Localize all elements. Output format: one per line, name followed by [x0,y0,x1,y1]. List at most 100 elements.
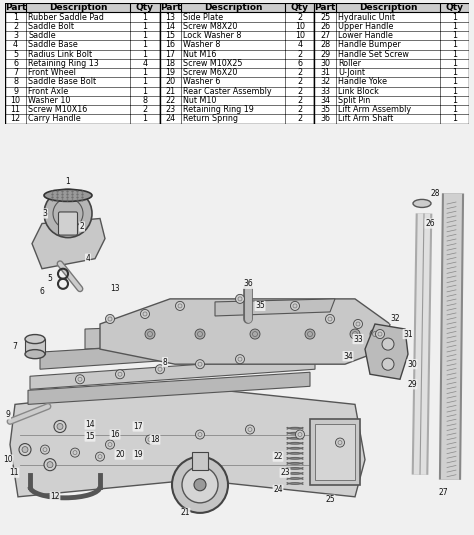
Polygon shape [40,334,335,369]
Text: 1: 1 [142,87,147,96]
Polygon shape [10,386,365,497]
Text: 35: 35 [255,301,265,310]
Text: 1: 1 [142,31,147,40]
Polygon shape [32,218,105,269]
Circle shape [47,462,53,468]
Circle shape [195,329,205,339]
Text: 28: 28 [430,189,440,198]
Text: Roller: Roller [338,59,361,68]
Circle shape [75,374,84,384]
Circle shape [326,315,335,324]
Text: Part: Part [315,3,336,12]
Ellipse shape [44,189,92,201]
Text: 16: 16 [165,40,175,49]
Text: 12: 12 [50,492,60,501]
Text: 29: 29 [320,50,330,59]
Text: 5: 5 [13,50,18,59]
Circle shape [246,425,255,434]
Circle shape [305,329,315,339]
Bar [310,419,360,485]
Text: 33: 33 [353,334,363,343]
Text: Upper Handle: Upper Handle [338,22,393,31]
Text: 22: 22 [165,96,175,105]
Text: 4: 4 [142,59,147,68]
Text: 34: 34 [343,351,353,361]
Circle shape [250,329,260,339]
Polygon shape [30,356,315,389]
Text: 1: 1 [142,68,147,77]
Bar [160,3,314,124]
Text: Handle Yoke: Handle Yoke [338,78,387,87]
Text: 13: 13 [165,13,175,21]
Text: 24: 24 [165,114,175,124]
Text: 32: 32 [390,315,400,324]
Text: 2: 2 [297,68,302,77]
Circle shape [22,447,28,453]
Text: 6: 6 [39,287,45,296]
Text: 1: 1 [142,50,147,59]
Text: Washer 6: Washer 6 [183,78,220,87]
Circle shape [195,360,204,369]
Text: 30: 30 [320,59,330,68]
Text: Hydraulic Unit: Hydraulic Unit [338,13,395,21]
Circle shape [95,452,104,461]
Text: 1: 1 [452,31,457,40]
Text: 24: 24 [273,485,283,494]
Text: 4: 4 [13,40,18,49]
Text: Link Block: Link Block [338,87,379,96]
Text: 7: 7 [13,68,18,77]
Circle shape [71,448,80,457]
Text: 15: 15 [165,31,175,40]
Text: Saddle: Saddle [28,31,56,40]
Text: 15: 15 [85,432,95,441]
Circle shape [146,435,155,444]
Text: 1: 1 [452,105,457,114]
Text: U-Joint: U-Joint [338,68,365,77]
Text: Nut M16: Nut M16 [183,50,217,59]
Text: 1: 1 [142,114,147,124]
Text: Description: Description [49,3,108,12]
Text: Radius Link Bolt: Radius Link Bolt [28,50,92,59]
Text: 17: 17 [165,50,175,59]
Text: 10: 10 [295,31,305,40]
Text: Screw M10X25: Screw M10X25 [183,59,243,68]
Text: Side Plate: Side Plate [183,13,223,21]
Text: Saddle Bolt: Saddle Bolt [28,22,74,31]
Ellipse shape [25,350,45,358]
Bar [25,339,45,354]
Text: 10: 10 [295,22,305,31]
Text: 1: 1 [452,13,457,21]
Polygon shape [365,324,408,379]
Circle shape [336,438,345,447]
Text: 1: 1 [452,114,457,124]
Text: 26: 26 [425,219,435,228]
Text: 36: 36 [320,114,330,124]
Text: 1: 1 [142,40,147,49]
Text: 30: 30 [407,360,417,369]
Bar [5,3,160,124]
Text: Part: Part [160,3,181,12]
Text: 17: 17 [133,422,143,431]
Circle shape [382,358,394,370]
Text: 20: 20 [165,78,175,87]
Text: 1: 1 [142,22,147,31]
Text: Retaining Ring 19: Retaining Ring 19 [183,105,254,114]
Ellipse shape [25,334,45,343]
Text: Rubber Saddle Pad: Rubber Saddle Pad [28,13,104,21]
Text: 1: 1 [452,22,457,31]
Text: 22: 22 [273,452,283,461]
Text: 5: 5 [47,274,53,284]
Circle shape [375,330,384,339]
Text: 1: 1 [452,68,457,77]
Text: 1: 1 [452,87,457,96]
Circle shape [175,301,184,310]
Text: 6: 6 [297,59,302,68]
Text: 4: 4 [86,254,91,263]
Text: Lift Arm Shaft: Lift Arm Shaft [338,114,393,124]
Text: Handle Set Screw: Handle Set Screw [338,50,409,59]
Circle shape [140,309,149,318]
Polygon shape [100,299,390,364]
Text: Lower Handle: Lower Handle [338,31,393,40]
Text: Part: Part [5,3,26,12]
Circle shape [106,315,115,324]
